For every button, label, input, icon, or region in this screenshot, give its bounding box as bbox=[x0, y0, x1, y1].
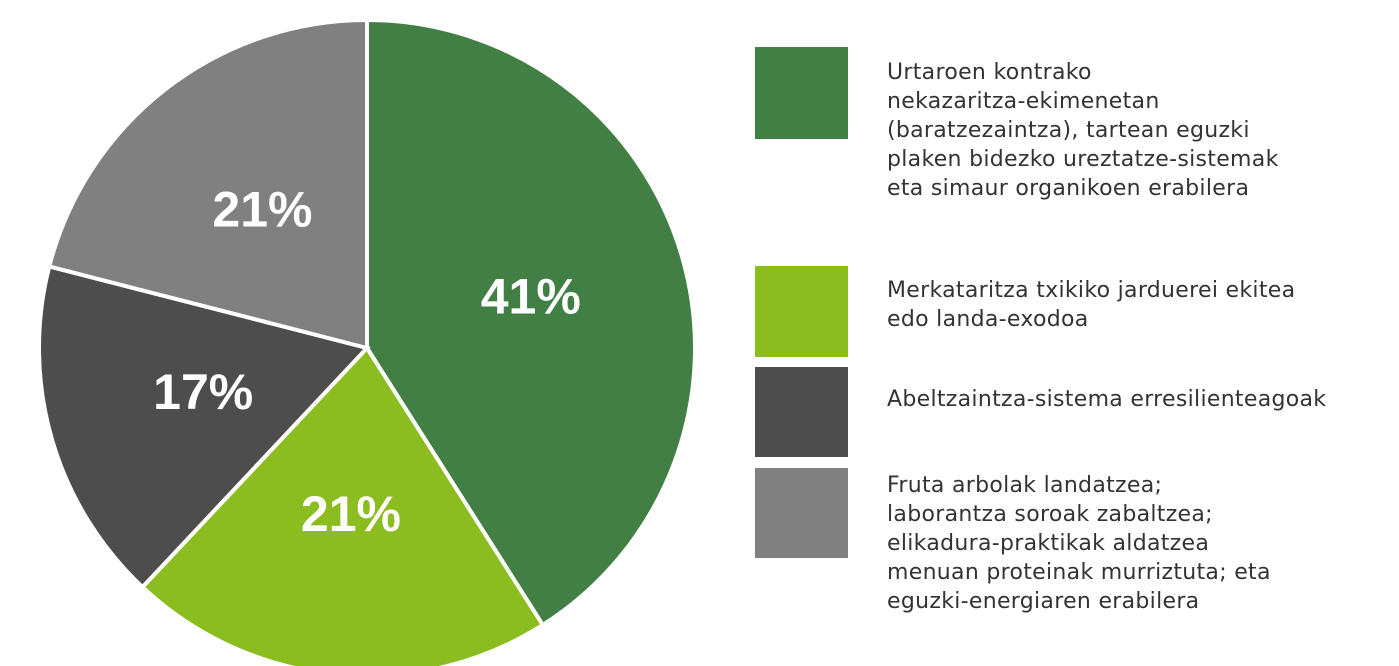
legend-swatch bbox=[755, 367, 848, 457]
slice-label: 21% bbox=[212, 181, 312, 237]
slice-label: 17% bbox=[153, 364, 253, 420]
legend-swatch bbox=[755, 47, 848, 139]
legend-label: Urtaroen kontrako nekazaritza-ekimenetan… bbox=[887, 60, 1279, 201]
legend-swatch bbox=[755, 266, 848, 357]
pie-slice bbox=[37, 263, 371, 590]
legend-label: Merkataritza txikiko jarduerei ekitea ed… bbox=[887, 278, 1296, 332]
pie-slice bbox=[46, 17, 369, 351]
legend-label: Abeltzaintza-sistema erresilienteagoak bbox=[887, 387, 1327, 412]
legend-swatch bbox=[755, 468, 848, 558]
pie: 41% 21% 17% 21% bbox=[37, 17, 695, 666]
legend-label: Fruta arbolak landatzea; laborantza soro… bbox=[887, 473, 1271, 614]
pie-slice bbox=[139, 344, 546, 666]
slice-label: 41% bbox=[481, 269, 581, 325]
slice-label: 21% bbox=[301, 486, 401, 542]
